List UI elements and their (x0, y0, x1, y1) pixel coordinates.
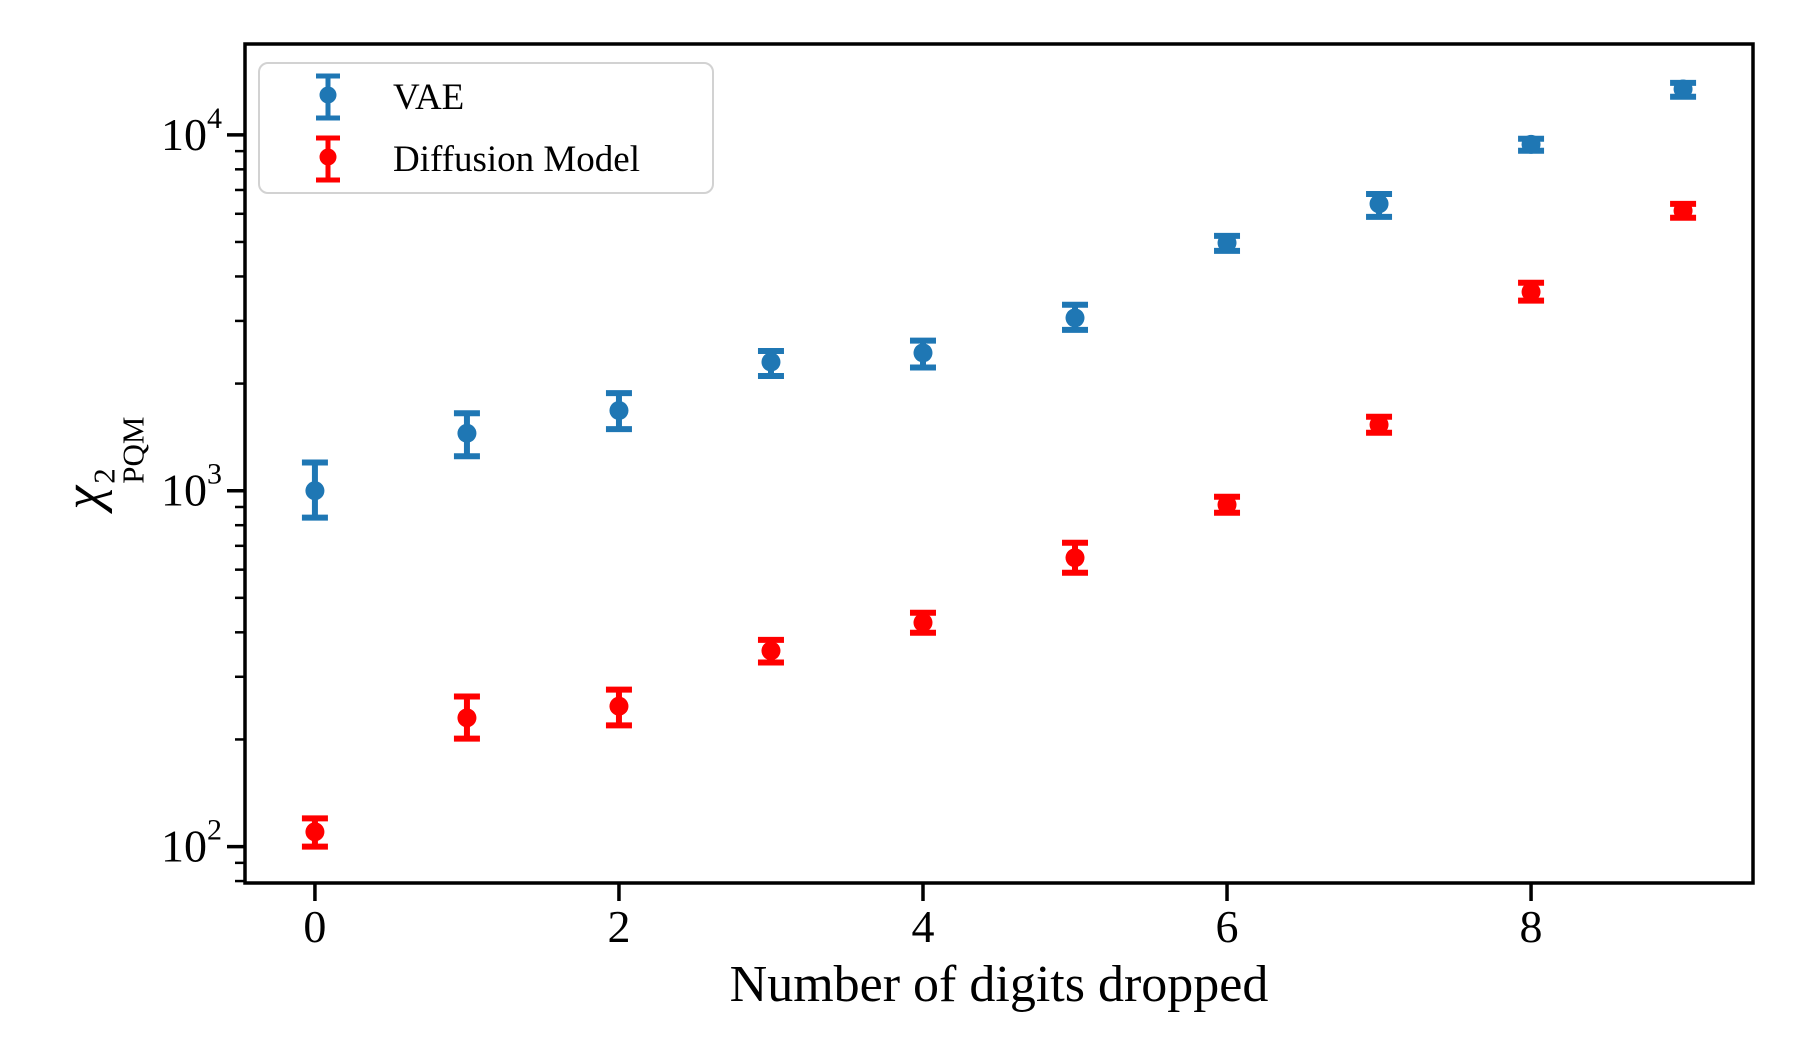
y-tick-label: 104 (161, 102, 222, 160)
ylabel-subscript: PQM (116, 416, 151, 484)
legend-item-vae: VAE (260, 71, 712, 123)
data-point-diffusion (1369, 415, 1389, 435)
data-point-diffusion (1673, 201, 1693, 221)
errorbar-marker-icon (315, 71, 341, 123)
data-point-diffusion (609, 696, 629, 716)
data-point-diffusion (457, 708, 477, 728)
axes-box (243, 42, 1755, 885)
x-tick-label: 8 (1520, 901, 1543, 952)
legend-label-diffusion: Diffusion Model (393, 138, 641, 180)
data-point-vae (457, 423, 477, 443)
data-point-diffusion (1521, 282, 1541, 302)
legend-label-vae: VAE (393, 76, 465, 118)
data-point-diffusion (761, 641, 781, 661)
data-point-vae (1673, 79, 1693, 99)
data-point-vae (913, 343, 933, 363)
ylabel-superscript: 2 (86, 468, 122, 484)
data-point-vae (1369, 194, 1389, 214)
x-axis-label: Number of digits dropped (729, 956, 1269, 1013)
legend: VAE Diffusion Model (258, 62, 714, 194)
x-tick-label: 0 (303, 901, 326, 952)
data-point-vae (305, 481, 325, 501)
y-tick-label: 102 (161, 814, 222, 872)
data-point-vae (1065, 308, 1085, 328)
data-point-vae (761, 352, 781, 372)
data-point-diffusion (913, 613, 933, 633)
data-point-vae (1217, 233, 1237, 253)
data-point-diffusion (305, 822, 325, 842)
y-axis-label: χ 2 PQM (52, 416, 151, 510)
data-point-vae (609, 401, 629, 421)
x-tick-label: 6 (1216, 901, 1239, 952)
legend-item-diffusion: Diffusion Model (260, 133, 712, 185)
x-tick-label: 2 (607, 901, 630, 952)
x-tick-label: 4 (911, 901, 934, 952)
y-tick-label: 103 (161, 458, 222, 516)
errorbar-marker-icon (315, 133, 341, 185)
chi-symbol: χ (52, 485, 113, 510)
data-point-diffusion (1217, 495, 1237, 515)
data-point-diffusion (1065, 548, 1085, 568)
data-point-vae (1521, 134, 1541, 154)
